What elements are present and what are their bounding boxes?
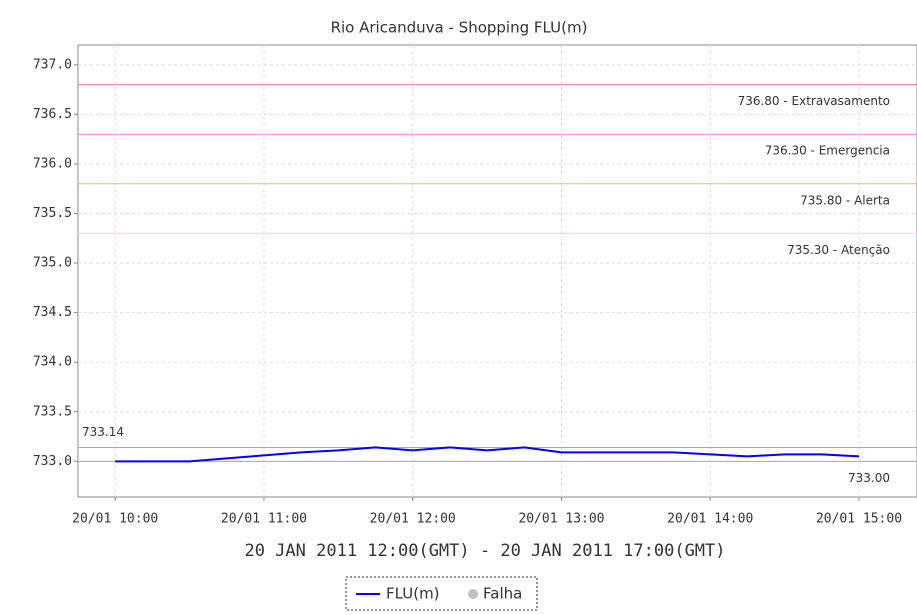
x-tick-label: 20/01 11:00 bbox=[221, 512, 307, 527]
y-tick-label: 734.5 bbox=[33, 305, 72, 320]
x-tick-label: 20/01 10:00 bbox=[72, 512, 158, 527]
legend-label: FLU(m) bbox=[386, 585, 440, 603]
data-line bbox=[115, 446, 860, 463]
legend-swatch bbox=[468, 589, 478, 599]
chart-title: Rio Aricanduva - Shopping FLU(m) bbox=[331, 19, 588, 37]
y-tick-label: 736.0 bbox=[33, 156, 72, 171]
y-tick-label: 733.5 bbox=[33, 404, 72, 419]
max-label: 733.14 bbox=[82, 425, 124, 439]
y-tick-label: 735.5 bbox=[33, 206, 72, 221]
threshold-label: 735.80 - Alerta bbox=[800, 193, 890, 207]
y-tick-label: 734.0 bbox=[33, 355, 72, 370]
y-tick-label: 733.0 bbox=[33, 454, 72, 469]
x-tick-label: 20/01 15:00 bbox=[816, 512, 902, 527]
y-tick-label: 735.0 bbox=[33, 256, 72, 271]
threshold-label: 735.30 - Atenção bbox=[787, 243, 890, 257]
legend-label: Falha bbox=[483, 585, 522, 603]
x-tick-label: 20/01 12:00 bbox=[370, 512, 456, 527]
min-label: 733.00 bbox=[848, 471, 890, 485]
x-tick-label: 20/01 13:00 bbox=[518, 512, 604, 527]
x-tick-label: 20/01 14:00 bbox=[667, 512, 753, 527]
x-axis-label: 20 JAN 2011 12:00(GMT) - 20 JAN 2011 17:… bbox=[244, 541, 725, 561]
y-tick-label: 736.5 bbox=[33, 107, 72, 122]
threshold-label: 736.30 - Emergencia bbox=[765, 144, 890, 158]
y-tick-label: 737.0 bbox=[33, 57, 72, 72]
plot-area bbox=[77, 44, 917, 498]
threshold-label: 736.80 - Extravasamento bbox=[738, 94, 890, 108]
